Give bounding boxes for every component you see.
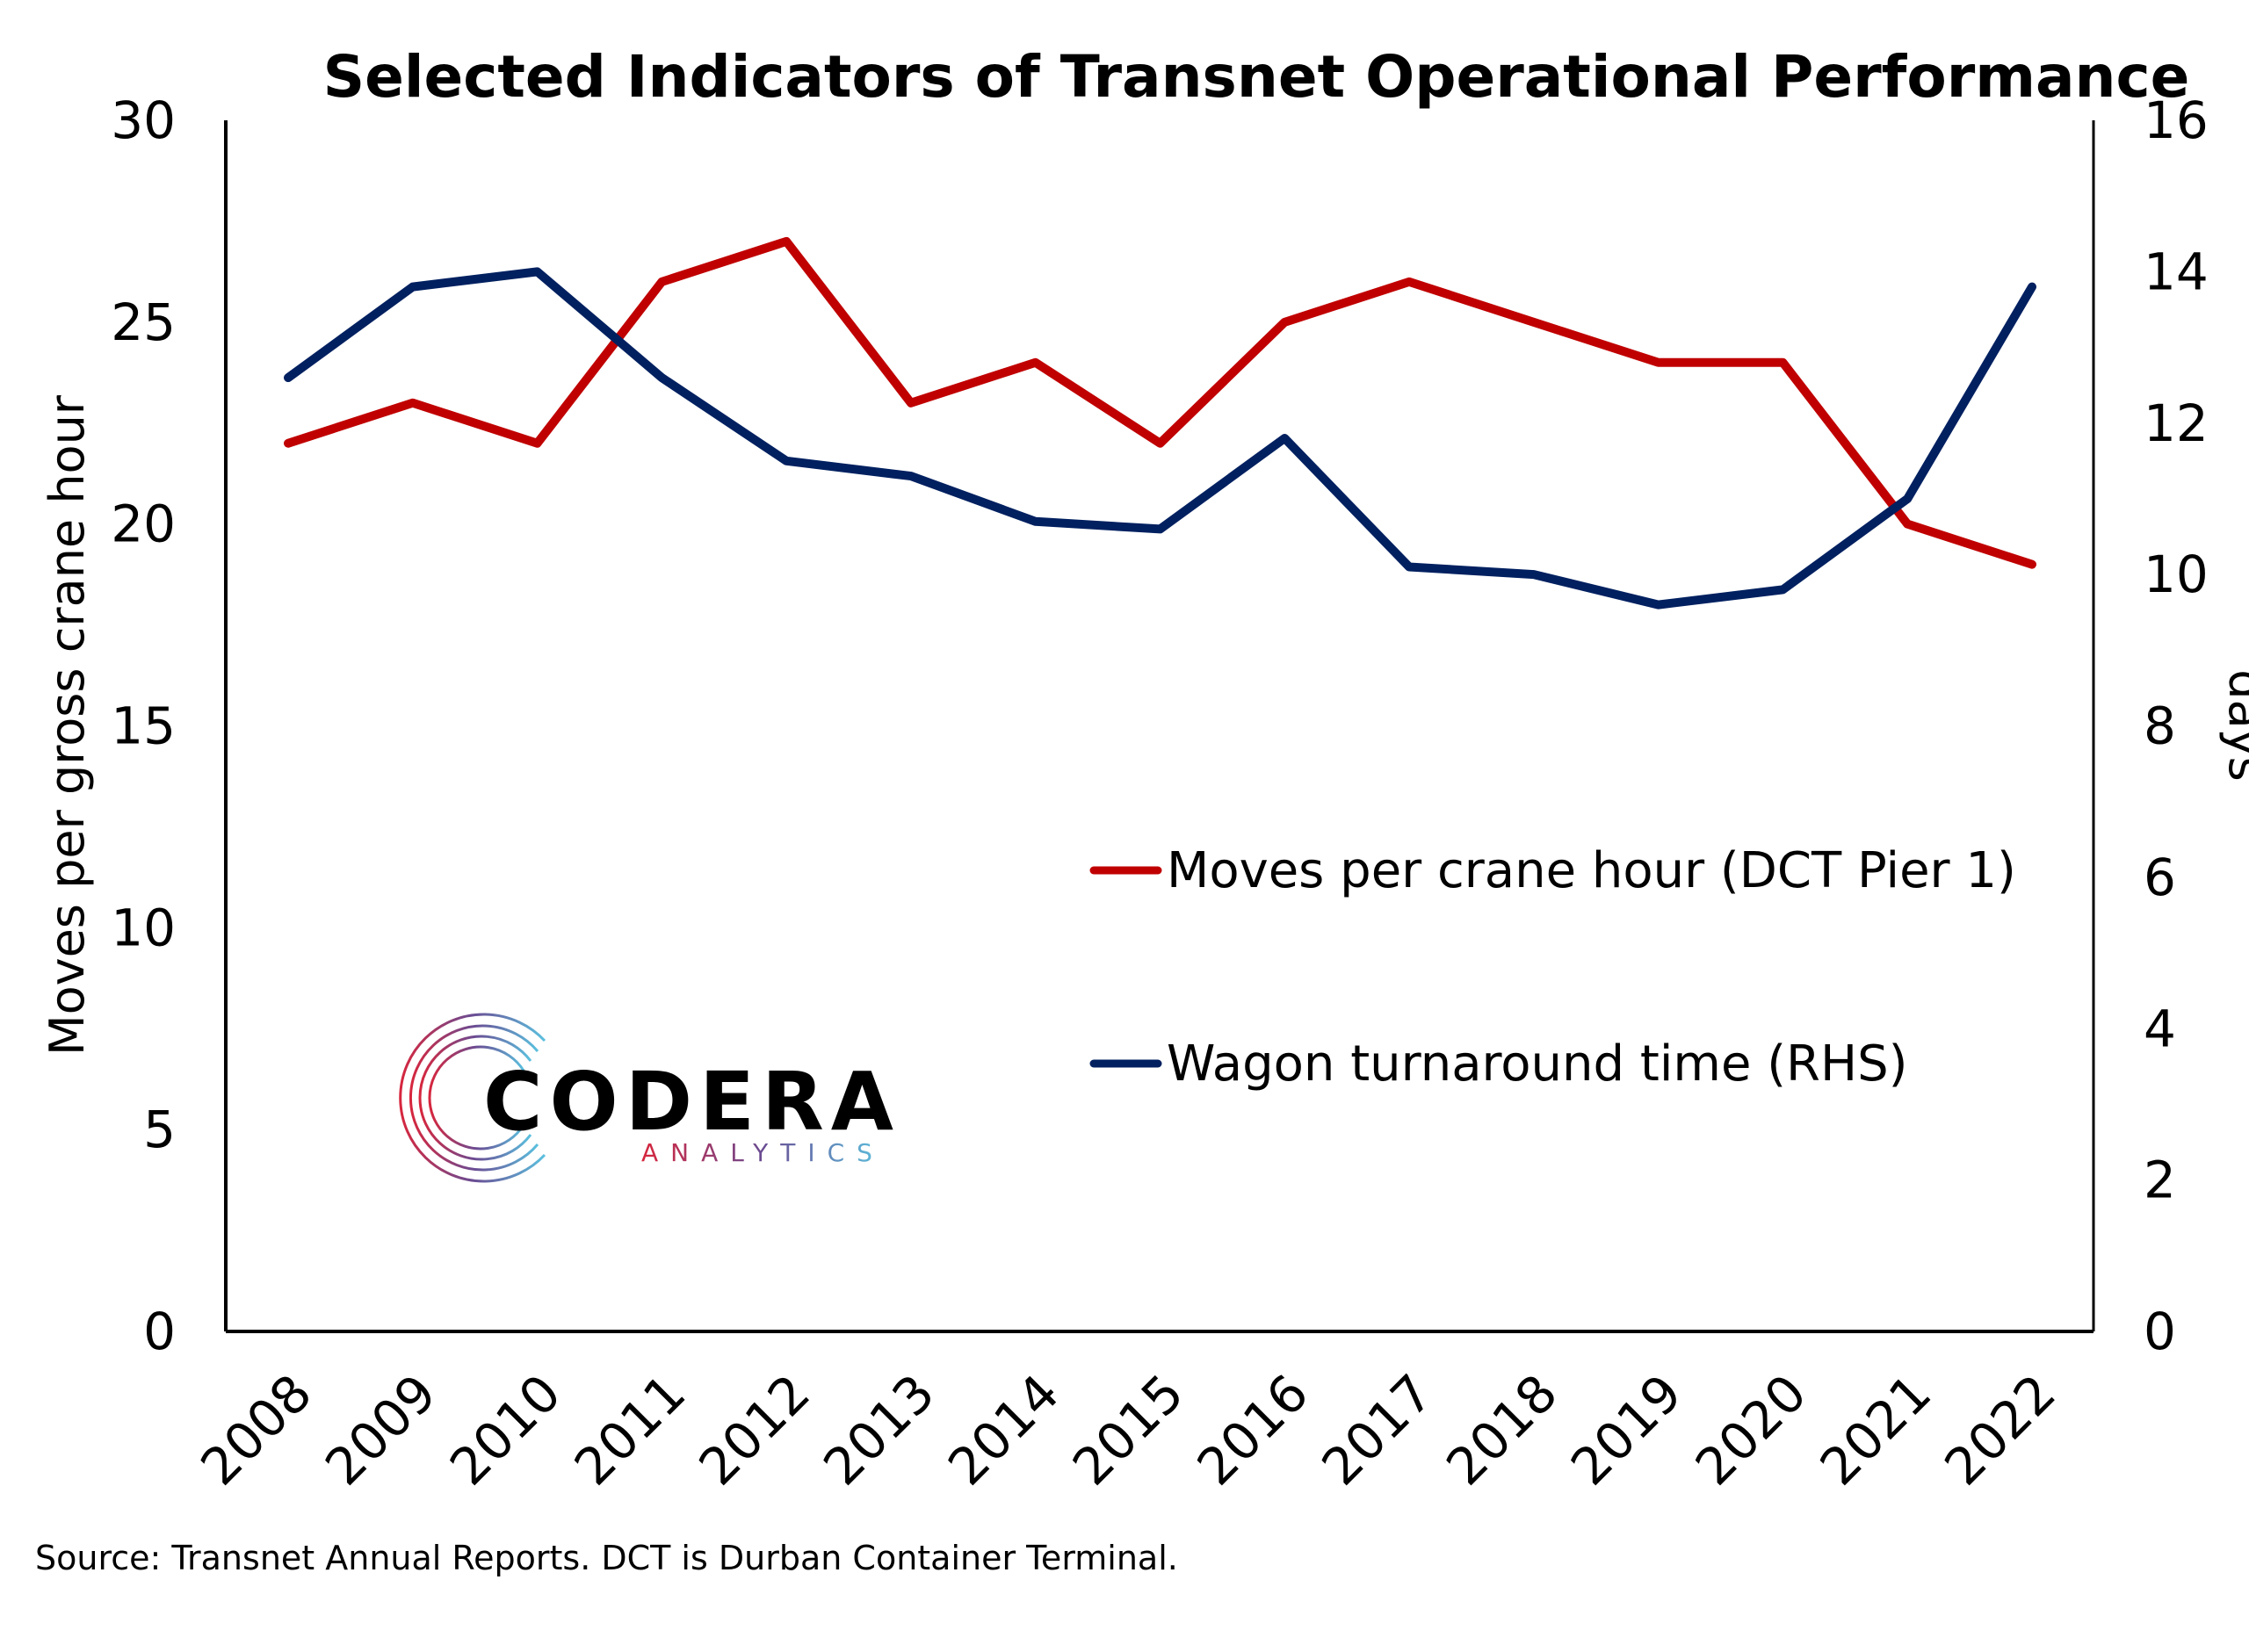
left-tick-label: 15 — [111, 696, 176, 756]
left-tick-label: 10 — [111, 898, 176, 957]
source-note: Source: Transnet Annual Reports. DCT is … — [35, 1539, 1178, 1577]
right-tick-label: 8 — [2144, 696, 2176, 756]
codera-logo: CODERA ANALYTICS — [399, 1013, 900, 1183]
right-tick-label: 4 — [2144, 999, 2176, 1058]
left-tick-label: 25 — [111, 292, 176, 352]
right-tick-label: 2 — [2144, 1151, 2176, 1210]
legend-label-wagon: Wagon turnaround time (RHS) — [1167, 1035, 1907, 1093]
chart-title: Selected Indicators of Transnet Operatio… — [323, 43, 2190, 111]
series-lines — [284, 236, 2036, 610]
x-tick-label: 2012 — [688, 1363, 821, 1497]
x-tick-label: 2020 — [1684, 1363, 1818, 1497]
left-tick-label: 0 — [143, 1302, 176, 1361]
x-tick-label: 2018 — [1435, 1363, 1568, 1497]
right-tick-label: 16 — [2144, 90, 2209, 150]
right-tick-label: 10 — [2144, 545, 2209, 604]
x-tick-label: 2013 — [812, 1363, 945, 1497]
x-tick-label: 2021 — [1809, 1363, 1942, 1497]
x-tick-label: 2014 — [936, 1363, 1070, 1497]
x-axis-ticks: 2008200920102011201220132014201520162017… — [189, 1363, 2066, 1497]
left-tick-label: 20 — [111, 494, 176, 554]
x-tick-label: 2016 — [1186, 1363, 1320, 1497]
left-axis-ticks: 0 5 10 15 20 25 30 — [111, 90, 176, 1361]
left-axis-label: Moves per gross crane hour — [40, 394, 95, 1056]
x-tick-label: 2008 — [189, 1363, 322, 1497]
logo-wordmark: CODERA — [483, 1055, 900, 1149]
series-line-0 — [284, 236, 2036, 569]
x-tick-label: 2010 — [438, 1363, 572, 1497]
right-tick-label: 14 — [2144, 242, 2209, 301]
x-tick-label: 2015 — [1061, 1363, 1195, 1497]
x-tick-label: 2022 — [1933, 1363, 2066, 1497]
right-axis-ticks: 0 2 4 6 8 10 12 14 16 — [2144, 90, 2209, 1361]
right-tick-label: 6 — [2144, 848, 2176, 907]
legend: Moves per crane hour (DCT Pier 1) Wagon … — [1089, 842, 2016, 1093]
left-tick-label: 30 — [111, 90, 176, 150]
logo-arc-icon — [399, 1013, 546, 1183]
right-tick-label: 12 — [2144, 393, 2209, 453]
x-tick-label: 2009 — [314, 1363, 447, 1497]
x-tick-label: 2011 — [563, 1363, 697, 1497]
logo-subtitle: ANALYTICS — [641, 1138, 885, 1167]
legend-label-moves: Moves per crane hour (DCT Pier 1) — [1167, 842, 2016, 899]
right-axis-label: days — [2218, 669, 2249, 781]
left-tick-label: 5 — [143, 1100, 176, 1159]
right-tick-label: 0 — [2144, 1302, 2176, 1361]
x-tick-label: 2019 — [1559, 1363, 1693, 1497]
x-tick-label: 2017 — [1311, 1363, 1444, 1497]
